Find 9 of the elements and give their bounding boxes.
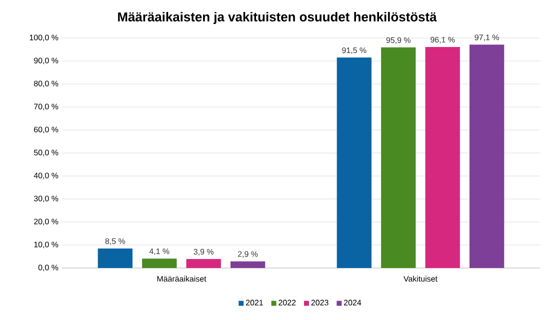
bar [98, 248, 133, 268]
bar [230, 261, 266, 268]
bar [142, 258, 177, 268]
bar [470, 44, 504, 268]
bar [425, 46, 460, 268]
bar [186, 259, 221, 268]
bar [381, 47, 416, 268]
bar [336, 58, 372, 268]
chart-title: Määräaikaisten ja vakituisten osuudet henkilöstöstä [118, 12, 437, 24]
